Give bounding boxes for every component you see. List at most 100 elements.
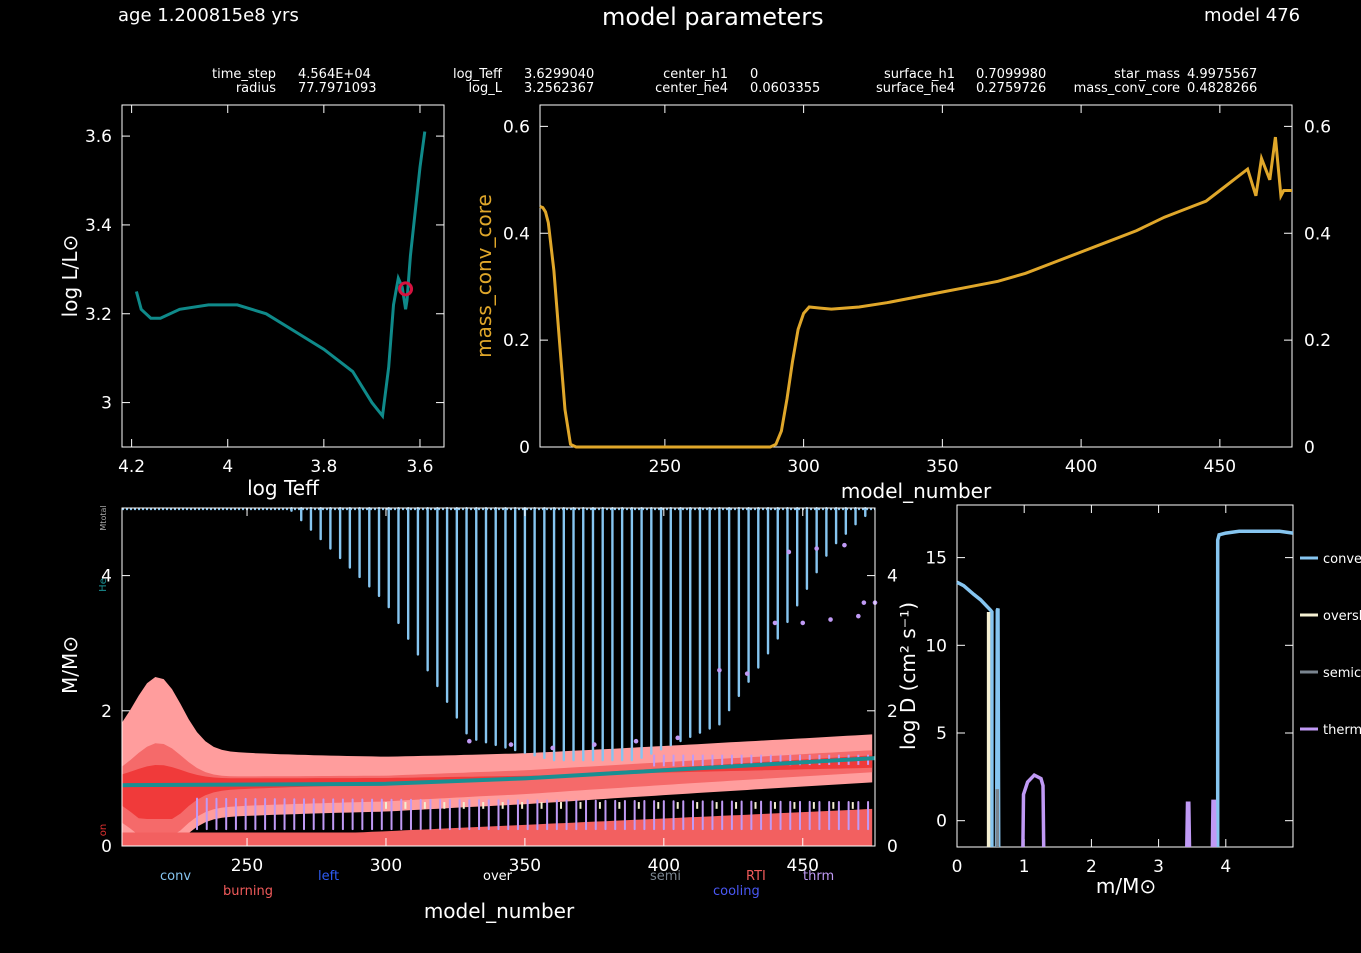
thermohaline-dot — [842, 542, 847, 548]
hr-ticks: 4.2 4 3.8 3.6 3 3.2 3.4 3.6 — [85, 105, 444, 477]
x-tick-label: 250 — [649, 457, 681, 477]
y-tick-label: 0 — [101, 837, 112, 857]
x-tick-label: 3.6 — [406, 457, 433, 477]
y-tick-label: 3.6 — [85, 127, 112, 147]
stat-value: 77.7971093 — [298, 81, 377, 96]
kippenhahn-ticks: 250 300 350 400 450 0 2 4 0 2 4 — [101, 508, 898, 876]
mixing-line-thermohaline — [1021, 772, 1046, 848]
kip-legend-thrm: thrm — [803, 869, 834, 884]
kippenhahn-frame — [121, 507, 876, 847]
kippenhahn-regions — [121, 506, 878, 846]
x-tick-label: 0 — [952, 857, 963, 877]
x-tick-label: 450 — [1204, 457, 1236, 477]
page-title: model parameters — [602, 3, 824, 31]
thermohaline-dot — [633, 738, 639, 744]
thermohaline-dot — [786, 549, 792, 555]
y-tick-label: 5 — [936, 724, 947, 744]
y2-tick-label: 0.6 — [1304, 117, 1331, 137]
burning-zone-inner — [122, 755, 873, 819]
y-tick-label: 15 — [925, 549, 947, 569]
stat-label: surface_h1 — [883, 67, 955, 82]
mixing-frame — [956, 504, 1294, 848]
mixing-ylabel: log D (cm² s⁻¹) — [896, 602, 920, 750]
y2-tick-label: 0.2 — [1304, 331, 1331, 351]
burning-zone-core — [122, 808, 873, 846]
stat-value: 3.2562367 — [524, 81, 595, 96]
history-panel: 250 300 350 400 450 0 0 0.2 0.2 0.4 0.4 0.6 0.6 mode… — [472, 104, 1331, 503]
thermohaline-dot — [861, 600, 867, 605]
stat-value: 0.7099980 — [976, 67, 1047, 82]
stat-value: 0.0603355 — [750, 81, 821, 96]
legend-label-overshoot: overshoot — [1323, 609, 1361, 624]
thermohaline-dot — [814, 546, 819, 551]
thermohaline-dot — [592, 742, 597, 747]
x-tick-label: 450 — [787, 856, 819, 876]
mixing-lines — [956, 529, 1294, 848]
history-xlabel: model_number — [841, 479, 992, 503]
mass-conv-core-line — [539, 136, 1292, 449]
stat-label: radius — [235, 81, 276, 96]
stat-value: 0.2759726 — [976, 81, 1047, 96]
thermohaline-dot — [828, 617, 833, 622]
stat-label: star_mass — [1114, 67, 1180, 82]
thermohaline-dot — [800, 620, 806, 626]
hr-ylabel: log L/L⊙ — [58, 235, 82, 318]
he-core-boundary-line — [121, 756, 876, 788]
y2-tick-label: 0 — [1304, 438, 1315, 458]
y-tick-label: 2 — [101, 702, 112, 722]
kip-legend-cooling: cooling — [713, 884, 760, 899]
burning-zone-mid — [122, 743, 873, 836]
history-ticks: 250 300 350 400 450 0 0 0.2 0.2 0.4 0.4 0.6 0.6 — [503, 105, 1331, 477]
x-tick-label: 300 — [787, 457, 819, 477]
burning-zone-outer — [122, 677, 873, 846]
y-tick-label: 4 — [101, 567, 112, 587]
x-tick-label: 400 — [648, 856, 680, 876]
stat-label: center_h1 — [663, 67, 728, 82]
y-tick-label: 3.2 — [85, 305, 112, 325]
x-tick-label: 4.2 — [118, 457, 145, 477]
history-frame — [539, 104, 1293, 448]
y-tick-label: 0.2 — [503, 331, 530, 351]
stat-value: 0 — [750, 67, 759, 82]
mixing-line-thermohaline — [1210, 799, 1217, 848]
kip-edge-label-he: He — [98, 578, 109, 592]
kip-legend-rti: RTI — [746, 869, 766, 884]
kippenhahn-xlabel: model_number — [424, 899, 575, 923]
mixing-ticks: 0 1 2 3 4 0 5 10 15 — [925, 505, 1293, 877]
mixing-line-convective — [994, 607, 1001, 848]
kippenhahn-ylabel: M/M⊙ — [58, 636, 82, 694]
stat-label: log_Teff — [452, 67, 502, 82]
thermohaline-dot — [772, 620, 778, 626]
kip-legend-over: over — [483, 869, 513, 884]
x-tick-label: 350 — [926, 457, 958, 477]
stat-label: surface_he4 — [875, 81, 955, 96]
y2-tick-label: 2 — [887, 702, 898, 722]
thermohaline-dot — [744, 671, 750, 676]
legend-label-semiconvective: semiconvective — [1323, 666, 1361, 681]
age-label: age 1.200815e8 yrs — [118, 5, 299, 26]
thermohaline-dot — [467, 738, 472, 744]
y-tick-label: 3 — [101, 394, 112, 414]
hr-xlabel: log Teff — [247, 476, 320, 500]
thermohaline-dot — [550, 745, 555, 751]
mixing-legend: convective overshoot semiconvective ther… — [1300, 552, 1361, 738]
mixing-line-thermohaline — [1185, 801, 1192, 848]
hr-track-line — [134, 131, 427, 420]
x-tick-label: 350 — [509, 856, 541, 876]
x-tick-label: 250 — [231, 856, 263, 876]
y-tick-label: 0 — [519, 438, 530, 458]
kip-legend-conv: conv — [160, 869, 191, 884]
hr-diagram: 4.2 4 3.8 3.6 3 3.2 3.4 3.6 log Teff log L/L⊙ — [58, 104, 445, 500]
hr-current-marker — [398, 281, 414, 297]
stat-label: log_L — [468, 81, 502, 96]
y-tick-label: 0.4 — [503, 224, 530, 244]
legend-label-convective: convective — [1323, 552, 1361, 567]
x-tick-label: 2 — [1086, 857, 1097, 877]
y2-tick-label: 4 — [887, 567, 898, 587]
history-ylabel: mass_conv_core — [472, 194, 496, 358]
stat-label: time_step — [212, 67, 276, 82]
thermohaline-dot — [508, 742, 514, 747]
